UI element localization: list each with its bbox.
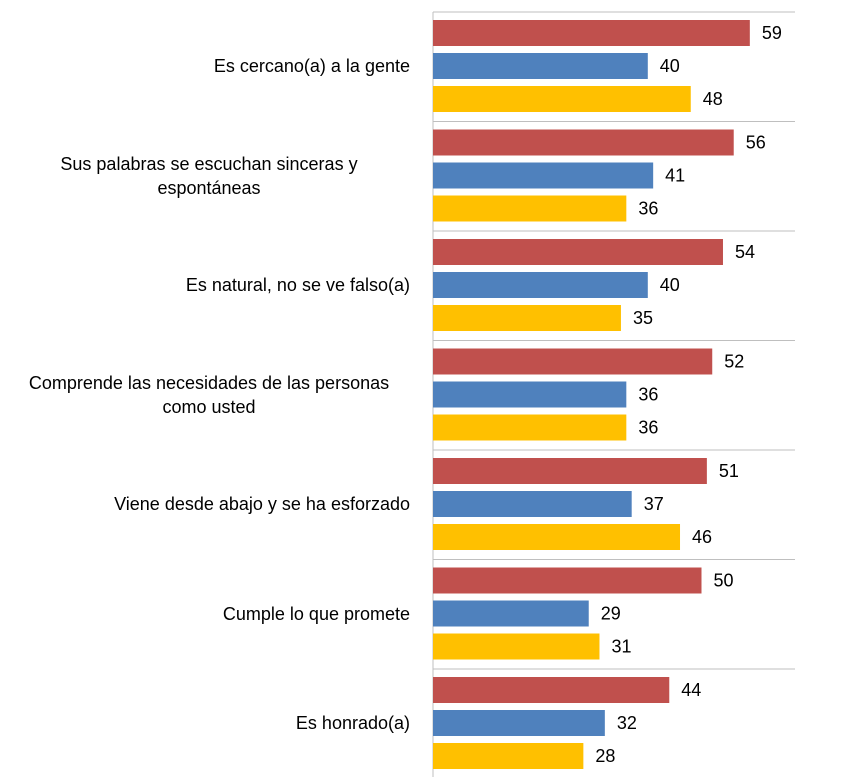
category-text: Sus palabras se escuchan sinceras y espo… [60, 153, 358, 198]
bar [433, 600, 589, 627]
category-label: Cumple lo que promete [8, 602, 410, 626]
category-label: Es cercano(a) a la gente [8, 54, 410, 78]
bar [433, 524, 681, 550]
bar [433, 491, 632, 517]
value-label: 52 [724, 351, 744, 371]
bar [433, 414, 627, 441]
category-label: Sus palabras se escuchan sinceras y espo… [8, 152, 410, 200]
category-text: Comprende las necesidades de las persona… [28, 372, 390, 417]
category-text: Es natural, no se ve falso(a) [185, 275, 410, 295]
value-label: 40 [660, 56, 680, 76]
bar [433, 677, 670, 703]
value-label: 37 [644, 494, 664, 514]
bar [433, 53, 648, 79]
category-text: Es cercano(a) a la gente [213, 56, 410, 76]
value-label: 40 [660, 275, 680, 295]
category-label: Comprende las necesidades de las persona… [8, 371, 410, 419]
value-label: 36 [638, 198, 658, 218]
value-label: 48 [703, 89, 723, 109]
value-label: 28 [595, 746, 615, 766]
bar [433, 129, 734, 156]
category-text: Viene desde abajo y se ha esforzado [114, 494, 410, 514]
value-label: 46 [692, 527, 712, 547]
value-label: 31 [611, 636, 631, 656]
category-text: Es honrado(a) [295, 713, 410, 733]
value-label: 56 [746, 132, 766, 152]
category-label: Es natural, no se ve falso(a) [8, 273, 410, 297]
bar [433, 239, 723, 265]
bar [433, 633, 600, 660]
value-label: 50 [714, 570, 734, 590]
value-label: 36 [638, 384, 658, 404]
value-label: 59 [762, 23, 782, 43]
value-label: 54 [735, 242, 755, 262]
value-label: 36 [638, 417, 658, 437]
category-label: Viene desde abajo y se ha esforzado [8, 492, 410, 516]
bar [433, 348, 713, 375]
value-label: 32 [617, 713, 637, 733]
value-label: 35 [633, 308, 653, 328]
category-label: Es honrado(a) [8, 711, 410, 735]
bar [433, 567, 702, 594]
bar [433, 20, 750, 46]
bar [433, 710, 605, 736]
value-label: 51 [719, 461, 739, 481]
category-text: Cumple lo que promete [222, 603, 410, 624]
bar [433, 162, 654, 189]
value-label: 41 [665, 165, 685, 185]
bar [433, 305, 621, 331]
value-label: 44 [681, 680, 701, 700]
bar [433, 272, 648, 298]
value-label: 29 [601, 603, 621, 623]
bar [433, 743, 584, 769]
bar [433, 86, 691, 112]
bar [433, 458, 707, 484]
bar [433, 381, 627, 408]
bar [433, 195, 627, 222]
